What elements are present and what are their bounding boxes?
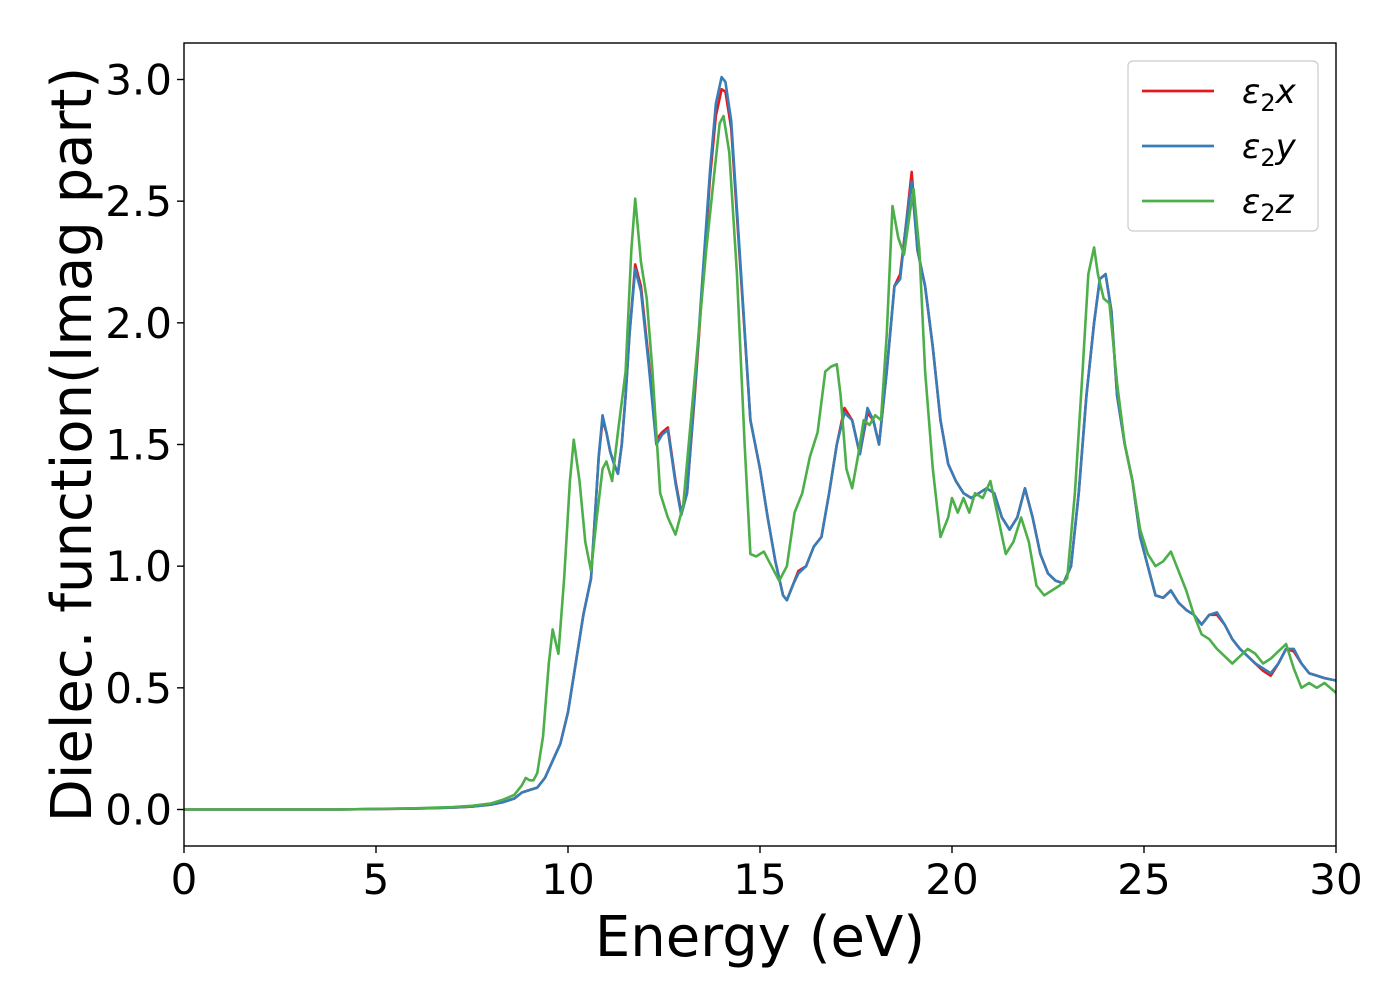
- legend: ε2x ε2y ε2z: [1127, 60, 1319, 232]
- x-tick-label: 5: [363, 855, 390, 904]
- x-tick-label: 0: [171, 855, 198, 904]
- series-layer: [184, 75, 1336, 811]
- legend-label-z: ε2z: [1242, 182, 1295, 227]
- y-tick-label: 2.5: [105, 177, 172, 226]
- series-line-z: [184, 114, 1336, 811]
- y-tick-label: 2.0: [105, 299, 172, 348]
- x-axis: 0 5 10 15 20 25 30: [171, 846, 1363, 904]
- x-tick-label: 30: [1309, 855, 1362, 904]
- legend-box: [1127, 60, 1319, 232]
- x-tick-label: 25: [1117, 855, 1170, 904]
- y-axis-title: Dielec. function(Imag part): [40, 67, 105, 823]
- legend-label-y: ε2y: [1242, 127, 1297, 172]
- y-tick-label: 1.5: [105, 421, 172, 470]
- legend-label-x: ε2x: [1242, 72, 1297, 117]
- y-tick-label: 1.0: [105, 542, 172, 591]
- y-tick-label: 0.0: [105, 786, 172, 835]
- series-line-y: [184, 75, 1336, 811]
- y-axis: 0.0 0.5 1.0 1.5 2.0 2.5 3.0: [105, 56, 184, 835]
- x-tick-label: 15: [733, 855, 786, 904]
- x-tick-label: 10: [541, 855, 594, 904]
- y-tick-label: 0.5: [105, 664, 172, 713]
- x-axis-title: Energy (eV): [595, 905, 925, 970]
- y-tick-label: 3.0: [105, 56, 172, 105]
- x-tick-label: 20: [925, 855, 978, 904]
